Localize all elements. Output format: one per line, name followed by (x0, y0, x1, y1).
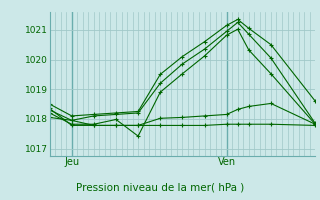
Text: Pression niveau de la mer( hPa ): Pression niveau de la mer( hPa ) (76, 182, 244, 192)
